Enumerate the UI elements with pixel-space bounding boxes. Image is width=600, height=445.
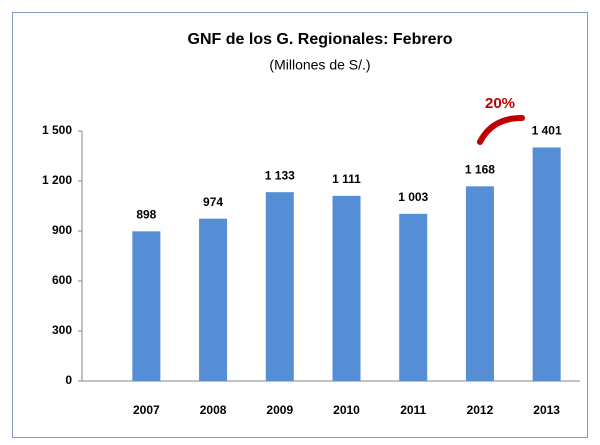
x-tick-label: 2012: [467, 403, 494, 417]
value-label: 898: [136, 208, 156, 222]
y-tick-label: 900: [52, 223, 72, 237]
value-label: 974: [203, 195, 223, 209]
x-tick-label: 2011: [400, 403, 426, 417]
bar: [532, 147, 561, 381]
annotation-arc: [477, 115, 525, 145]
chart-frame: [12, 12, 588, 438]
x-tick-label: 2008: [200, 403, 227, 417]
value-label: 1 111: [332, 172, 361, 186]
y-tick-label: 0: [65, 373, 72, 387]
bar: [332, 195, 361, 381]
x-tick-label: 2009: [266, 403, 293, 417]
y-tick-label: 300: [52, 323, 72, 337]
value-label: 1 133: [265, 168, 295, 182]
bar: [199, 218, 228, 381]
y-tick-label: 600: [52, 273, 72, 287]
y-tick-label: 1 200: [42, 173, 72, 187]
value-label: 1 168: [465, 163, 495, 177]
value-label: 1 401: [532, 124, 562, 138]
x-tick-label: 2013: [533, 403, 560, 417]
chart-title: GNF de los G. Regionales: Febrero: [188, 31, 453, 48]
x-tick-label: 2010: [333, 403, 360, 417]
chart-subtitle: (Millones de S/.): [269, 57, 370, 73]
annotation: 20%: [485, 95, 515, 112]
value-label: 1 003: [398, 190, 428, 204]
bar: [399, 213, 428, 381]
y-tick-label: 1 500: [42, 123, 72, 137]
bar: [132, 231, 161, 381]
bar: [465, 186, 494, 381]
bar: [265, 192, 294, 381]
x-tick-label: 2007: [133, 403, 160, 417]
